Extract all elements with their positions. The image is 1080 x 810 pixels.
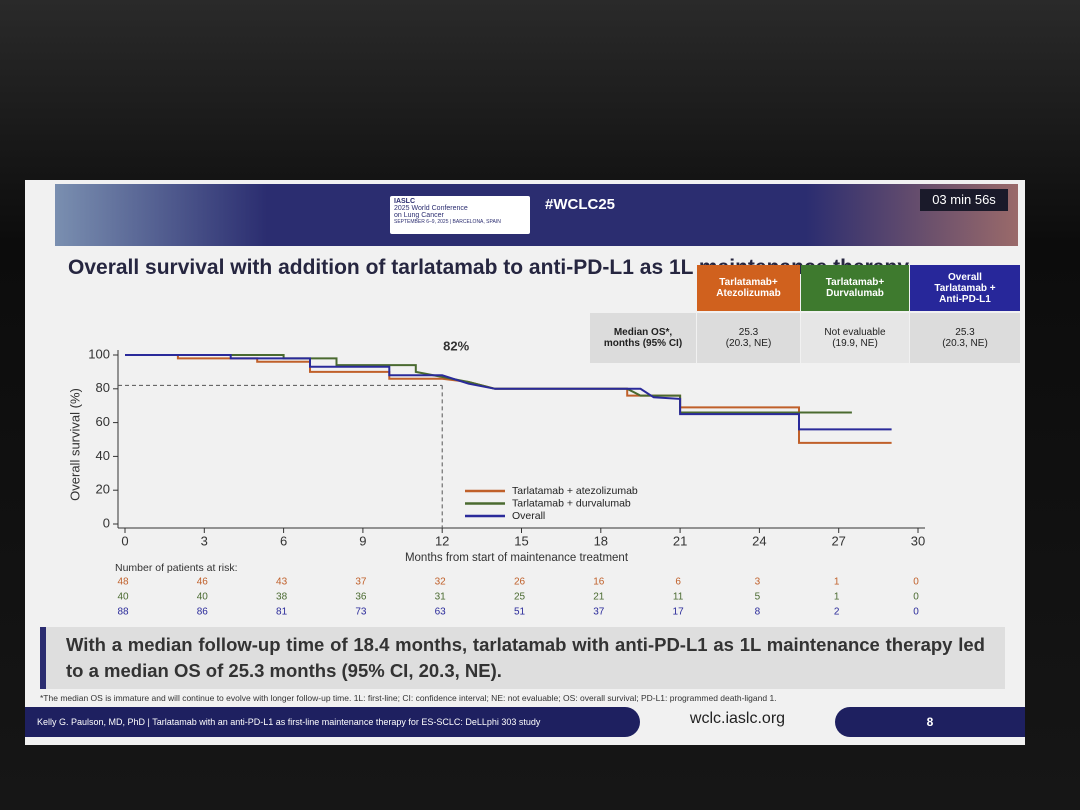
risk-count: 36 — [355, 592, 367, 603]
risk-count: 48 — [117, 577, 129, 588]
risk-count: 81 — [276, 607, 288, 618]
cell-line: 25.3 — [738, 327, 759, 338]
risk-count: 21 — [593, 592, 605, 603]
y-tick-label: 100 — [88, 346, 110, 361]
risk-table-title: Number of patients at risk: — [115, 562, 238, 574]
table-header: Tarlatamab+ Durvalumab — [801, 265, 909, 311]
y-tick-label: 0 — [103, 515, 110, 530]
annotation-label: 82% — [443, 338, 469, 353]
page-number: 8 — [835, 707, 1025, 737]
cell-line: (20.3, NE) — [942, 338, 988, 349]
table-header: Overall Tarlatamab + Anti-PD-L1 — [910, 265, 1020, 311]
cell-line: Not evaluable — [824, 327, 886, 338]
header-line: Overall — [948, 271, 982, 283]
y-tick-label: 60 — [96, 414, 110, 429]
table-cell: Not evaluable (19.9, NE) — [801, 313, 909, 363]
legend-label: Tarlatamab + atezolizumab — [512, 485, 638, 497]
risk-count: 38 — [276, 592, 288, 603]
table-cell: 25.3 (20.3, NE) — [697, 313, 800, 363]
risk-count: 37 — [355, 577, 367, 588]
y-axis-label: Overall survival (%) — [67, 388, 82, 501]
x-tick-label: 3 — [201, 533, 208, 548]
footer-url: wclc.iaslc.org — [689, 710, 786, 727]
header-line: Tarlatamab+ — [825, 277, 885, 288]
x-axis-label: Months from start of maintenance treatme… — [405, 552, 629, 564]
risk-count: 63 — [435, 607, 447, 618]
survival-curve — [125, 354, 892, 431]
risk-count: 3 — [755, 577, 761, 588]
risk-count: 17 — [673, 607, 685, 618]
risk-count: 8 — [755, 607, 761, 618]
x-tick-label: 0 — [121, 533, 128, 548]
risk-count: 32 — [435, 577, 447, 588]
header-line: Atezolizumab — [716, 288, 781, 299]
risk-count: 16 — [593, 577, 605, 588]
x-tick-label: 24 — [752, 533, 766, 548]
risk-count: 0 — [913, 607, 919, 618]
conference-line: on Lung Cancer — [394, 212, 444, 219]
cell-line: (19.9, NE) — [832, 338, 878, 349]
header-line: Tarlatamab + — [934, 282, 996, 294]
header-line: Anti-PD-L1 — [939, 293, 991, 305]
risk-count: 31 — [435, 592, 447, 603]
survival-curve — [125, 354, 892, 444]
x-tick-label: 27 — [831, 533, 845, 548]
x-tick-label: 6 — [280, 533, 287, 548]
risk-count: 6 — [675, 577, 681, 588]
x-tick-label: 15 — [514, 533, 528, 548]
risk-count: 1 — [834, 592, 840, 603]
risk-count: 40 — [117, 592, 129, 603]
presenter: Kelly G. Paulson, MD, PhD | Tarlatamab w… — [25, 707, 640, 737]
x-tick-label: 21 — [673, 533, 687, 548]
risk-count: 40 — [197, 592, 209, 603]
risk-count: 1 — [834, 577, 840, 588]
conclusion: With a median follow-up time of 18.4 mon… — [40, 627, 1005, 689]
header-line: Durvalumab — [826, 288, 884, 299]
risk-count: 2 — [834, 607, 840, 618]
risk-count: 86 — [197, 607, 209, 618]
header-band — [55, 184, 1018, 246]
risk-count: 0 — [913, 577, 919, 588]
risk-count: 88 — [117, 607, 129, 618]
risk-count: 73 — [355, 607, 367, 618]
x-tick-label: 12 — [435, 533, 449, 548]
y-tick-label: 20 — [96, 482, 110, 497]
survival-curve — [125, 354, 852, 414]
risk-count: 11 — [673, 592, 684, 603]
y-tick-label: 80 — [96, 380, 110, 395]
hashtag: #WCLC25 — [545, 196, 616, 213]
organization: IASLC — [394, 198, 415, 205]
label-line: months (95% CI) — [603, 338, 683, 349]
risk-count: 5 — [755, 592, 761, 603]
y-tick-label: 40 — [96, 448, 110, 463]
x-tick-label: 30 — [911, 533, 925, 548]
risk-count: 26 — [514, 577, 526, 588]
risk-count: 25 — [514, 592, 526, 603]
risk-count: 51 — [514, 607, 526, 618]
x-tick-label: 18 — [594, 533, 608, 548]
risk-count: 0 — [913, 592, 919, 603]
table-cell: 25.3 (20.3, NE) — [910, 313, 1020, 363]
cell-line: 25.3 — [955, 327, 975, 338]
table-header: Tarlatamab+ Atezolizumab — [697, 265, 800, 311]
header-line: Tarlatamab+ — [719, 277, 778, 288]
footnote: *The median OS is immature and will cont… — [40, 693, 777, 703]
conference-dates: SEPTEMBER 6–9, 2025 | BARCELONA, SPAIN — [394, 219, 501, 225]
cell-line: (20.3, NE) — [725, 338, 772, 349]
legend-label: Tarlatamab + durvalumab — [512, 497, 631, 509]
timer: 03 min 56s — [920, 189, 1008, 211]
conference-logo: IASLC 2025 World Conference on Lung Canc… — [390, 196, 530, 234]
risk-count: 43 — [276, 577, 288, 588]
legend-label: Overall — [512, 510, 545, 522]
row-label: Median OS*, months (95% CI) — [590, 313, 696, 363]
risk-count: 37 — [593, 607, 605, 618]
label-line: Median OS*, — [613, 327, 673, 338]
conference-line: 2025 World Conference — [394, 205, 468, 212]
risk-count: 46 — [197, 577, 209, 588]
x-tick-label: 9 — [359, 533, 366, 548]
